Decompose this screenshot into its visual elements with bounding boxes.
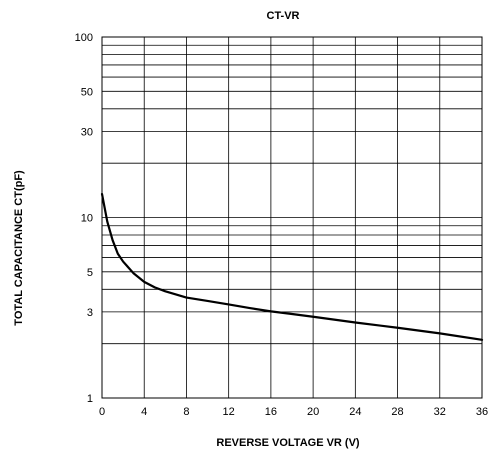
x-tick-label: 36: [476, 406, 488, 418]
y-tick-label: 100: [75, 32, 93, 44]
x-tick-label: 4: [141, 406, 147, 418]
x-tick-label: 16: [265, 406, 277, 418]
y-tick-label: 50: [81, 86, 93, 98]
x-tick-label: 32: [434, 406, 446, 418]
x-tick-label: 8: [183, 406, 189, 418]
plot-frame: [101, 36, 483, 399]
grid: [101, 36, 483, 399]
y-tick-label: 3: [87, 307, 93, 319]
y-tick-label: 5: [87, 267, 93, 279]
y-tick-label: 1: [87, 393, 93, 405]
x-tick-label: 0: [99, 406, 105, 418]
y-tick-label: 10: [81, 213, 93, 225]
x-tick-labels: 0 4 8 12 16 20 24 28 32 36: [99, 406, 488, 418]
x-tick-label: 12: [223, 406, 235, 418]
x-tick-label: 24: [349, 406, 361, 418]
x-tick-label: 20: [307, 406, 319, 418]
x-tick-label: 28: [391, 406, 403, 418]
x-axis-label: REVERSE VOLTAGE VR (V): [216, 437, 360, 449]
y-tick-label: 30: [81, 126, 93, 138]
y-tick-labels: 1 3 5 10 30 50 100: [75, 32, 93, 405]
series-line: [100, 192, 484, 341]
chart-title: CT-VR: [267, 10, 300, 22]
y-axis-label: TOTAL CAPACITANCE CT(pF): [13, 170, 25, 326]
